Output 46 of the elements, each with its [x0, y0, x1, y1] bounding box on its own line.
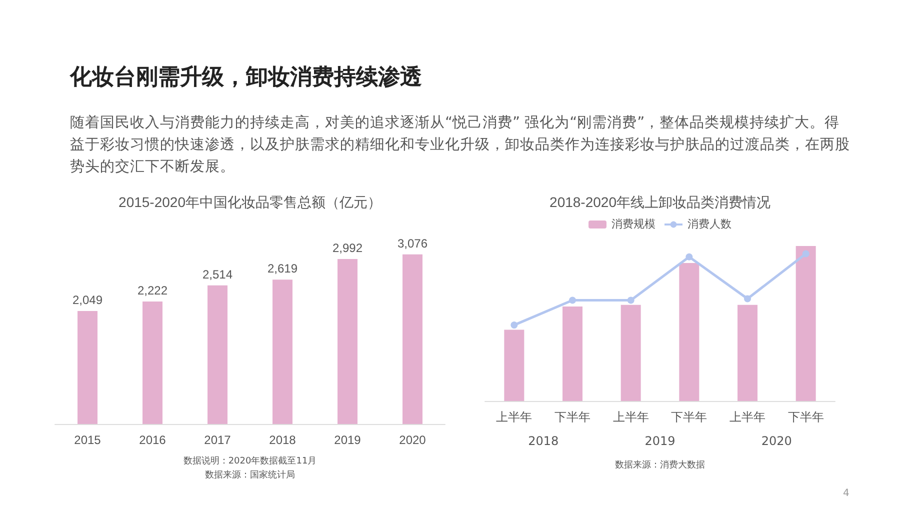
- data-label: 2,514: [202, 267, 233, 282]
- bar: [679, 263, 700, 401]
- bar: [338, 259, 358, 424]
- source-note: 数据来源：消费大数据: [615, 460, 705, 470]
- text: 随着国民收入与消费能力的持续走高，对美的追求逐渐从“悦己消费” 强化为“刚需消费”，整体品类规模持续扩大。得益于彩妆习惯的快速渗透，以及护肤需求的精细化和专业化升级，卸妆品类作为连接彩妆与护肤品的过渡品类，在两股势头的交汇下不断发展。: [70, 114, 850, 177]
- x-tick-label: 2015: [74, 433, 102, 447]
- source-note: 数据来源：国家统计局: [205, 470, 295, 480]
- point: [802, 250, 810, 258]
- text: 数据说明：2020年数据截至11月: [183, 456, 317, 466]
- x-tick-label: 2017: [204, 433, 232, 447]
- bar: [272, 280, 292, 424]
- x-tick-label: 2016: [139, 433, 166, 447]
- x-tick-label: 2020: [399, 433, 426, 447]
- point: [686, 253, 693, 260]
- bar: [504, 330, 524, 401]
- bar: [208, 285, 228, 424]
- data-label: 2,992: [332, 241, 363, 256]
- x-tick-label: 下半年: [671, 410, 708, 424]
- data-label: 2,619: [267, 262, 298, 276]
- text: 4: [843, 488, 850, 499]
- bar: [562, 306, 582, 401]
- bar: [738, 304, 758, 401]
- x-tick-label: 上半年: [730, 410, 766, 424]
- chart-title: 2018-2020年线上卸妆品类消费情况: [550, 194, 770, 210]
- chart-title: 2015-2020年中国化妆品零售总额（亿元）: [118, 194, 382, 210]
- data-label: 3,076: [397, 236, 428, 250]
- bar: [620, 304, 641, 401]
- bar: [796, 246, 816, 401]
- legend-label: 消费规模: [612, 218, 656, 230]
- data-label: 2,049: [72, 293, 103, 308]
- text: 化妆台刚需升级，卸妆消费持续渗透: [70, 64, 422, 92]
- x-tick-label: 2018: [269, 433, 296, 447]
- bar: [142, 301, 162, 424]
- x-tick-label: 上半年: [612, 410, 649, 424]
- bar: [78, 311, 98, 424]
- point: [569, 296, 576, 304]
- point: [744, 295, 751, 302]
- point: [627, 296, 634, 304]
- point: [510, 322, 518, 329]
- bar: [402, 254, 422, 424]
- data-label: 2,222: [137, 283, 168, 298]
- legend-label: 消费人数: [688, 218, 732, 230]
- x-tick-label: 下半年: [554, 410, 590, 424]
- x-tick-label: 2019: [334, 433, 362, 447]
- x-tick-label: 下半年: [788, 410, 824, 424]
- x-tick-label: 上半年: [496, 410, 532, 424]
